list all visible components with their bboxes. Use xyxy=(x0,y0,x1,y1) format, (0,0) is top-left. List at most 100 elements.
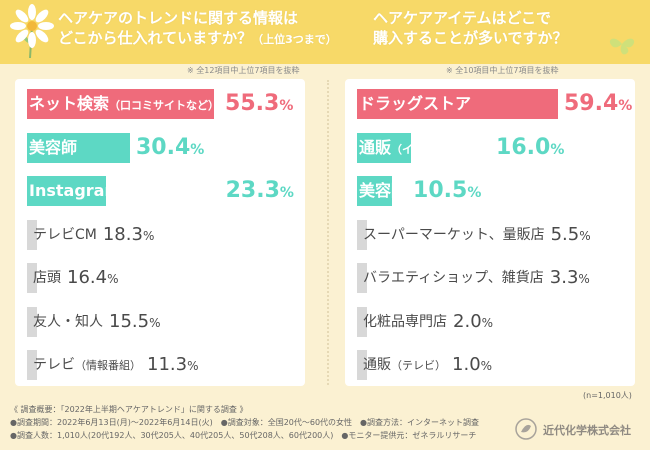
value-label: 59.4% xyxy=(564,89,632,119)
bar-row: スーパーマーケット、量販店 5.5% xyxy=(345,219,635,250)
bar xyxy=(357,219,367,250)
bar xyxy=(27,219,37,250)
bar-label: 店頭 xyxy=(33,263,61,293)
bar xyxy=(357,89,558,119)
bar-row: ネット検索（口コミサイトなど） 55.3% xyxy=(15,89,305,119)
bar xyxy=(357,263,367,293)
value-int: 16. xyxy=(67,267,96,288)
bar-label: バラエティショップ、雑貨店 xyxy=(363,263,544,293)
bar-label: Instagram（インスタグラム） xyxy=(29,176,220,206)
value-label: 16.0% xyxy=(496,133,564,163)
bar-label-main: 店頭 xyxy=(33,270,61,286)
value-label: 10.5% xyxy=(413,176,481,206)
bar xyxy=(357,132,411,163)
bar xyxy=(27,89,214,119)
value-dec: 3% xyxy=(175,354,199,375)
value-label: 16.4% xyxy=(67,263,119,293)
bar-label: 美容院 xyxy=(359,176,407,206)
bar-label: テレビ（情報番組） xyxy=(33,350,141,380)
bar-label-main: 通販 xyxy=(363,357,391,373)
value-dec: 5% xyxy=(137,310,161,332)
bar-row: 化粧品専門店 2.0% xyxy=(345,306,635,337)
sample-size-note: (n=1,010人) xyxy=(583,391,632,400)
value-int: 23. xyxy=(225,178,265,203)
value-label: 55.3% xyxy=(225,89,293,119)
value-dec: 5% xyxy=(452,178,482,203)
note-left: ※ 全12項目中上位7項目を抜粋 xyxy=(187,66,300,75)
bar-label-main: 友人・知人 xyxy=(33,313,103,330)
bar-label-paren: （インスタグラム） xyxy=(121,186,220,199)
bar-label-main: 美容院 xyxy=(359,181,408,200)
value-int: 30. xyxy=(136,134,175,160)
bar xyxy=(357,306,367,337)
bar-row: 通販（テレビ） 1.0% xyxy=(345,350,635,380)
value-label: 5.5% xyxy=(551,220,591,250)
value-label: 18.3% xyxy=(103,220,155,250)
value-dec: 3% xyxy=(264,178,294,203)
value-int: 10. xyxy=(413,178,452,203)
bar-label-paren: （テレビ） xyxy=(391,359,446,372)
bar xyxy=(357,176,392,206)
bar-row: テレビCM 18.3% xyxy=(15,219,305,250)
bar xyxy=(27,176,106,206)
bar-row: ドラッグストア 59.4% xyxy=(345,89,635,119)
value-int: 16. xyxy=(496,134,535,160)
bar-label: 通販（テレビ） xyxy=(363,350,446,380)
divider xyxy=(327,80,329,385)
leaf-logo-icon xyxy=(515,418,537,440)
value-dec: 3% xyxy=(264,91,294,116)
value-dec: 4% xyxy=(174,134,205,160)
note-right: ※ 全10項目中上位7項目を抜粋 xyxy=(446,66,559,75)
value-label: 30.4% xyxy=(136,133,204,163)
value-int: 3. xyxy=(549,267,567,288)
value-dec: 3% xyxy=(131,223,155,245)
bar-label-paren: （口コミサイトなど） xyxy=(109,99,220,112)
bar xyxy=(27,306,37,337)
value-int: 2. xyxy=(453,310,471,332)
value-label: 2.0% xyxy=(453,307,493,337)
value-label: 3.3% xyxy=(550,263,590,293)
header-banner xyxy=(0,0,650,64)
bar-label-main: 通販 xyxy=(359,137,392,157)
chart-panel-left: ネット検索（口コミサイトなど） 55.3% 美容師 30.4% Instagram（イン… xyxy=(15,79,305,386)
value-int: 11. xyxy=(147,354,176,375)
value-int: 55. xyxy=(225,91,264,116)
bar xyxy=(27,132,130,163)
survey-footer: 《 調査概要：「2022年上半期ヘアケアトレンド」に関する調査 》 ●調査期間：… xyxy=(10,403,479,442)
bar-label: ドラッグストア xyxy=(359,89,471,119)
bar-row: 美容師 30.4% xyxy=(15,132,305,163)
value-int: 1. xyxy=(452,354,470,375)
bar xyxy=(27,350,37,380)
bar-label-main: ドラッグストア xyxy=(359,94,472,113)
bar-label-main: 美容師 xyxy=(29,137,78,157)
bar-label-main: バラエティショップ、雑貨店 xyxy=(363,270,544,286)
clover-icon xyxy=(609,38,635,55)
brand-name: 近代化学株式会社 xyxy=(543,424,631,437)
value-dec: 0% xyxy=(470,310,494,332)
bar-label: ネット検索（口コミサイトなど） xyxy=(29,89,219,119)
value-int: 59. xyxy=(564,91,603,116)
value-dec: 4% xyxy=(602,91,633,116)
value-label: 23.3% xyxy=(226,176,294,206)
bar-row: バラエティショップ、雑貨店 3.3% xyxy=(345,263,635,293)
bar-label-main: ネット検索 xyxy=(29,94,110,113)
value-int: 5. xyxy=(550,223,568,245)
flower-icon xyxy=(10,4,54,59)
value-dec: 5% xyxy=(567,223,591,245)
bar-label: 通販（インターネット） xyxy=(359,133,490,163)
question-right: ヘアケアアイテムはどこで 購入することが多いですか？ xyxy=(373,9,568,47)
value-label: 11.3% xyxy=(147,350,199,380)
bar xyxy=(357,350,367,380)
value-int: 18. xyxy=(102,223,132,245)
footer-line-1: 《 調査概要：「2022年上半期ヘアケアトレンド」に関する調査 》 xyxy=(10,405,248,414)
value-dec: 3% xyxy=(566,267,590,288)
bar-label-paren: （情報番組） xyxy=(75,359,141,372)
bar-row: Instagram（インスタグラム） 23.3% xyxy=(15,176,305,206)
bar-label: テレビCM xyxy=(33,220,97,250)
bar-label: 友人・知人 xyxy=(33,307,103,337)
value-label: 15.5% xyxy=(109,307,161,337)
bar-label-main: Instagram xyxy=(29,181,122,200)
value-int: 15. xyxy=(109,310,138,332)
footer-line-2: ●調査期間：2022年6月13日(月)～2022年6月14日(火) ●調査対象：… xyxy=(10,418,480,427)
value-label: 1.0% xyxy=(452,350,492,380)
